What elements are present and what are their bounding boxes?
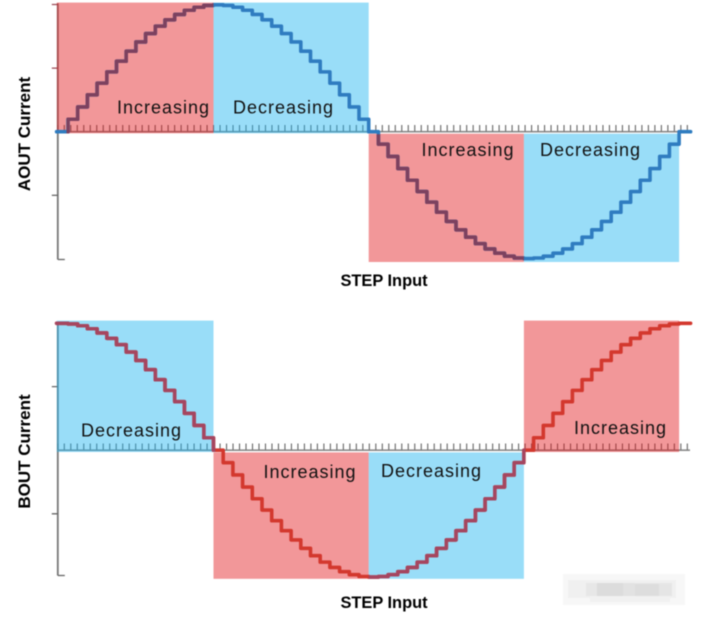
svg-text:Increasing: Increasing [263, 462, 356, 482]
svg-text:AOUT Current: AOUT Current [15, 77, 34, 192]
svg-text:Increasing: Increasing [421, 140, 514, 160]
svg-text:STEP Input: STEP Input [340, 272, 428, 290]
svg-text:Decreasing: Decreasing [381, 461, 482, 481]
svg-text:Increasing: Increasing [117, 98, 210, 118]
svg-text:Decreasing: Decreasing [81, 420, 182, 440]
svg-text:Decreasing: Decreasing [540, 140, 641, 160]
svg-text:Decreasing: Decreasing [233, 98, 334, 118]
svg-text:BOUT Current: BOUT Current [15, 394, 34, 509]
svg-text:Increasing: Increasing [574, 418, 667, 438]
svg-text:STEP Input: STEP Input [340, 594, 428, 612]
